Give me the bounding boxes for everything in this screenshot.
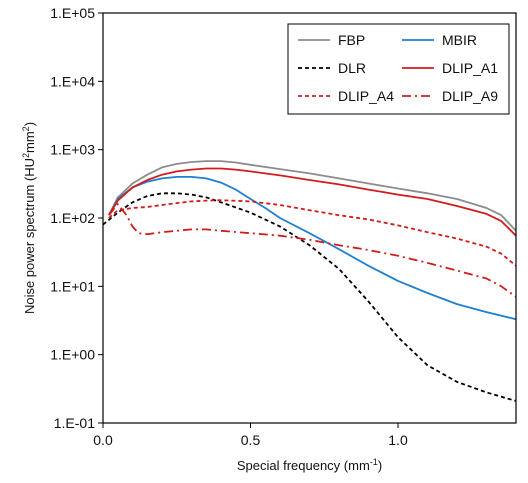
x-axis-label-text: Special frequency (mm	[237, 458, 370, 473]
legend-label-mbir: MBIR	[442, 32, 477, 48]
x-axis-label: Special frequency (mm-1)	[237, 457, 382, 473]
series-line-dlip-a1	[108, 167, 517, 237]
legend-label-fbp: FBP	[338, 32, 365, 48]
series-line-fbp	[108, 160, 517, 232]
y-axis-label-mid: mm	[22, 131, 37, 153]
legend-box	[287, 23, 510, 115]
y-axis-label-text: Noise power spectrum (HU	[22, 158, 37, 314]
x-tick-label: 0.5	[241, 432, 261, 448]
y-tick-label: 1.E+05	[50, 5, 95, 21]
y-axis-label: Noise power spectrum (HU2mm2)	[21, 122, 37, 314]
y-axis-ticks: 1.E-01 1.E+00 1.E+01 1.E+02 1.E+03 1.E+04 1.E+…	[50, 5, 103, 431]
y-tick-label: 1.E+00	[50, 347, 95, 363]
plot-frame	[102, 12, 517, 424]
y-axis-label-sup2: 2	[21, 126, 31, 131]
x-axis-label-sup: -1	[370, 457, 378, 467]
legend-label-dlip-a4: DLIP_A4	[338, 88, 394, 104]
legend-label-dlip-a1: DLIP_A1	[442, 60, 498, 76]
y-tick-label: 1.E+04	[50, 73, 95, 89]
series-layer	[102, 160, 517, 402]
series-line-dlr	[102, 192, 517, 402]
y-tick-label: 1.E-01	[54, 415, 95, 431]
x-tick-label: 1.0	[388, 432, 408, 448]
x-axis-label-tail: )	[378, 458, 382, 473]
x-axis-ticks: 0.0 0.5 1.0	[93, 423, 408, 448]
y-axis-label-tail: )	[22, 122, 37, 126]
series-line-mbir	[108, 176, 517, 321]
legend-label-dlip-a9: DLIP_A9	[442, 88, 498, 104]
y-tick-label: 1.E+01	[50, 278, 95, 294]
legend-label-dlr: DLR	[338, 60, 366, 76]
x-tick-label: 0.0	[93, 432, 113, 448]
y-tick-label: 1.E+03	[50, 142, 95, 158]
y-axis-label-sup1: 2	[21, 153, 31, 158]
series-line-dlip-a9	[108, 203, 517, 298]
series-line-dlip-a4	[108, 199, 517, 267]
y-tick-label: 1.E+02	[50, 210, 95, 226]
legend: FBP MBIR DLR DLIP_A1 DLIP_A4 DLIP_A9	[287, 23, 510, 115]
